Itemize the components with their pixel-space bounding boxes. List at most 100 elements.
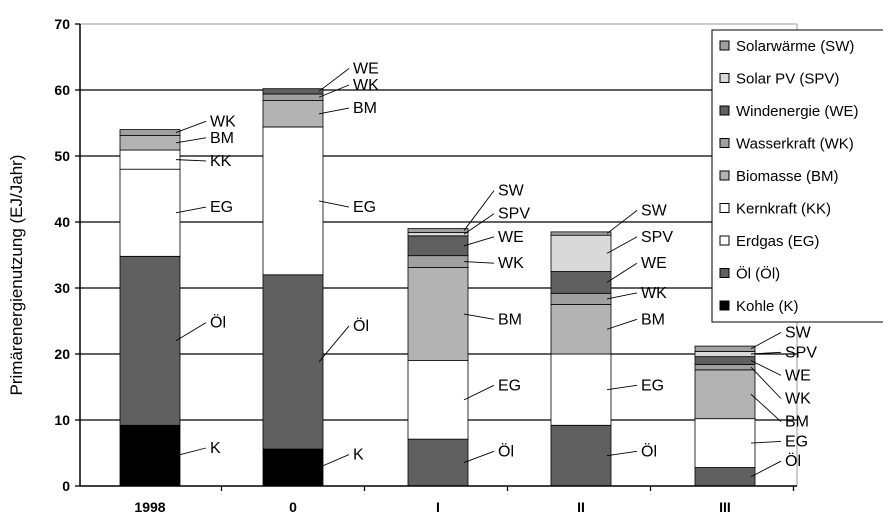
bar-segment-eg — [119, 168, 181, 257]
annotation-label: SW — [641, 202, 668, 219]
bar-segment-k — [262, 448, 324, 487]
legend-entry: Öl (Öl) — [736, 265, 780, 283]
y-tick-label: 40 — [54, 214, 70, 230]
annotation-label: SW — [785, 325, 812, 342]
bar-segment-sw — [694, 345, 756, 352]
annotation-label: BM — [210, 130, 234, 147]
legend-entry: Kernkraft (KK) — [736, 201, 831, 218]
bar-segment-oel — [119, 255, 181, 426]
y-tick-label: 20 — [54, 346, 70, 362]
annotation-leader — [750, 366, 782, 399]
bar-segment-sw — [550, 231, 612, 236]
legend-entry: Windenergie (WE) — [736, 103, 859, 120]
annotation-leader — [463, 384, 495, 401]
bar-segment-we — [407, 235, 469, 257]
annotation-label: EG — [641, 377, 664, 394]
annotation-label: Öl — [498, 442, 514, 460]
bar-segment-oel — [694, 467, 756, 487]
annotation-leader — [606, 450, 638, 457]
annotation-label: EG — [498, 377, 521, 394]
annotation-leader — [463, 236, 495, 247]
annotation-leader — [318, 325, 350, 363]
bars — [119, 88, 756, 487]
y-tick-label: 70 — [54, 16, 70, 32]
legend-entry: Solar PV (SPV) — [736, 71, 839, 88]
annotation-leader — [175, 159, 207, 162]
bar-segment-k — [119, 424, 181, 487]
bar-segment-spv — [407, 232, 469, 237]
bar-segment-sw — [407, 228, 469, 233]
annotation-leader — [750, 351, 782, 355]
annotation-label: Öl — [353, 317, 369, 335]
annotation-leader — [750, 440, 782, 444]
legend-swatch — [719, 73, 730, 83]
annotation-leader — [318, 200, 350, 208]
annotation-label: SPV — [498, 206, 530, 223]
legend-entry: Erdgas (EG) — [736, 233, 819, 250]
bar-segment-oel — [550, 424, 612, 487]
bar-segment-eg — [694, 418, 756, 468]
annotation-leader — [463, 261, 495, 264]
bar-segment-eg — [262, 126, 324, 276]
annotation-label: EG — [210, 199, 233, 216]
annotation-leader — [606, 318, 638, 330]
annotation-label: EG — [785, 433, 808, 450]
annotation-label: BM — [641, 311, 665, 328]
annotation-leader — [606, 384, 638, 391]
annotation-label: BM — [353, 100, 377, 117]
annotation-label: WK — [785, 391, 811, 408]
bar-segment-spv — [550, 234, 612, 272]
x-tick-label: 0 — [289, 499, 297, 515]
y-tick-label: 60 — [54, 82, 70, 98]
legend-swatch — [719, 268, 730, 278]
annotation-leader — [750, 360, 782, 376]
x-tick-label: II — [577, 499, 585, 515]
bar-segment-bm — [119, 135, 181, 151]
annotation-label: WE — [353, 61, 379, 78]
y-tick-label: 10 — [54, 412, 70, 428]
annotation-leader — [606, 210, 638, 234]
annotation-leader — [175, 137, 207, 144]
annotation-leader — [463, 450, 495, 463]
annotation-label: WE — [785, 367, 811, 384]
annotation-label: SPV — [785, 344, 817, 361]
x-tick-label: I — [436, 499, 440, 515]
legend-swatch — [719, 300, 730, 311]
bar-segment-bm — [550, 304, 612, 355]
bar-segment-spv — [694, 350, 756, 358]
y-tick-label: 50 — [54, 148, 70, 164]
annotation-label: K — [353, 447, 364, 464]
annotation-label: BM — [498, 311, 522, 328]
annotation-leader — [463, 213, 495, 235]
annotation-label: SPV — [641, 229, 673, 246]
annotation-label: Öl — [641, 442, 657, 460]
bar-segment-wk — [119, 129, 181, 136]
bar-segment-oel — [262, 274, 324, 450]
legend-swatch — [719, 235, 730, 246]
bar-segment-we — [262, 88, 324, 95]
annotation-leader — [750, 460, 782, 478]
bar-segment-oel — [407, 438, 469, 487]
legend-entry: Wasserkraft (WK) — [736, 136, 854, 153]
bar-segment-bm — [407, 267, 469, 362]
annotation-label: SW — [498, 183, 525, 200]
annotation-leader — [318, 107, 350, 115]
annotation-label: WK — [641, 285, 667, 302]
y-tick-label: 30 — [54, 280, 70, 296]
annotation-leader — [318, 68, 350, 92]
annotation-label: Öl — [785, 452, 801, 470]
annotation-leader — [175, 447, 207, 457]
annotation-label: K — [210, 440, 221, 457]
annotation-label: WK — [210, 113, 236, 130]
legend-entry: Biomasse (BM) — [736, 168, 839, 185]
bar-segment-we — [694, 356, 756, 365]
annotation-leader — [463, 190, 495, 231]
legend-swatch — [719, 138, 730, 148]
bar-segment-wk — [694, 364, 756, 371]
bar-segment-wk — [550, 292, 612, 305]
bar-segment-bm — [694, 369, 756, 420]
legend-swatch — [719, 40, 730, 51]
legend-swatch — [719, 105, 730, 116]
annotation-leader — [606, 236, 638, 254]
